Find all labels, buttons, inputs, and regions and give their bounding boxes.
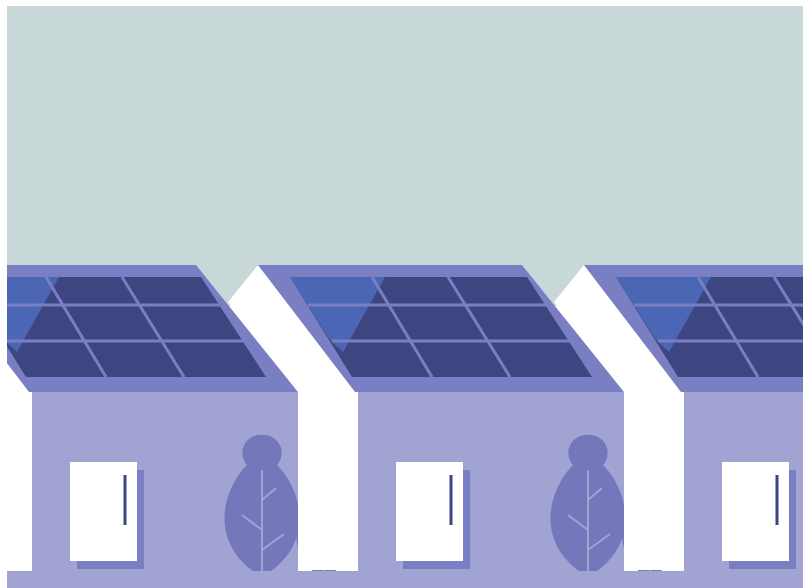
sky: [7, 6, 803, 306]
ground: [7, 571, 803, 588]
scene: [7, 6, 803, 588]
